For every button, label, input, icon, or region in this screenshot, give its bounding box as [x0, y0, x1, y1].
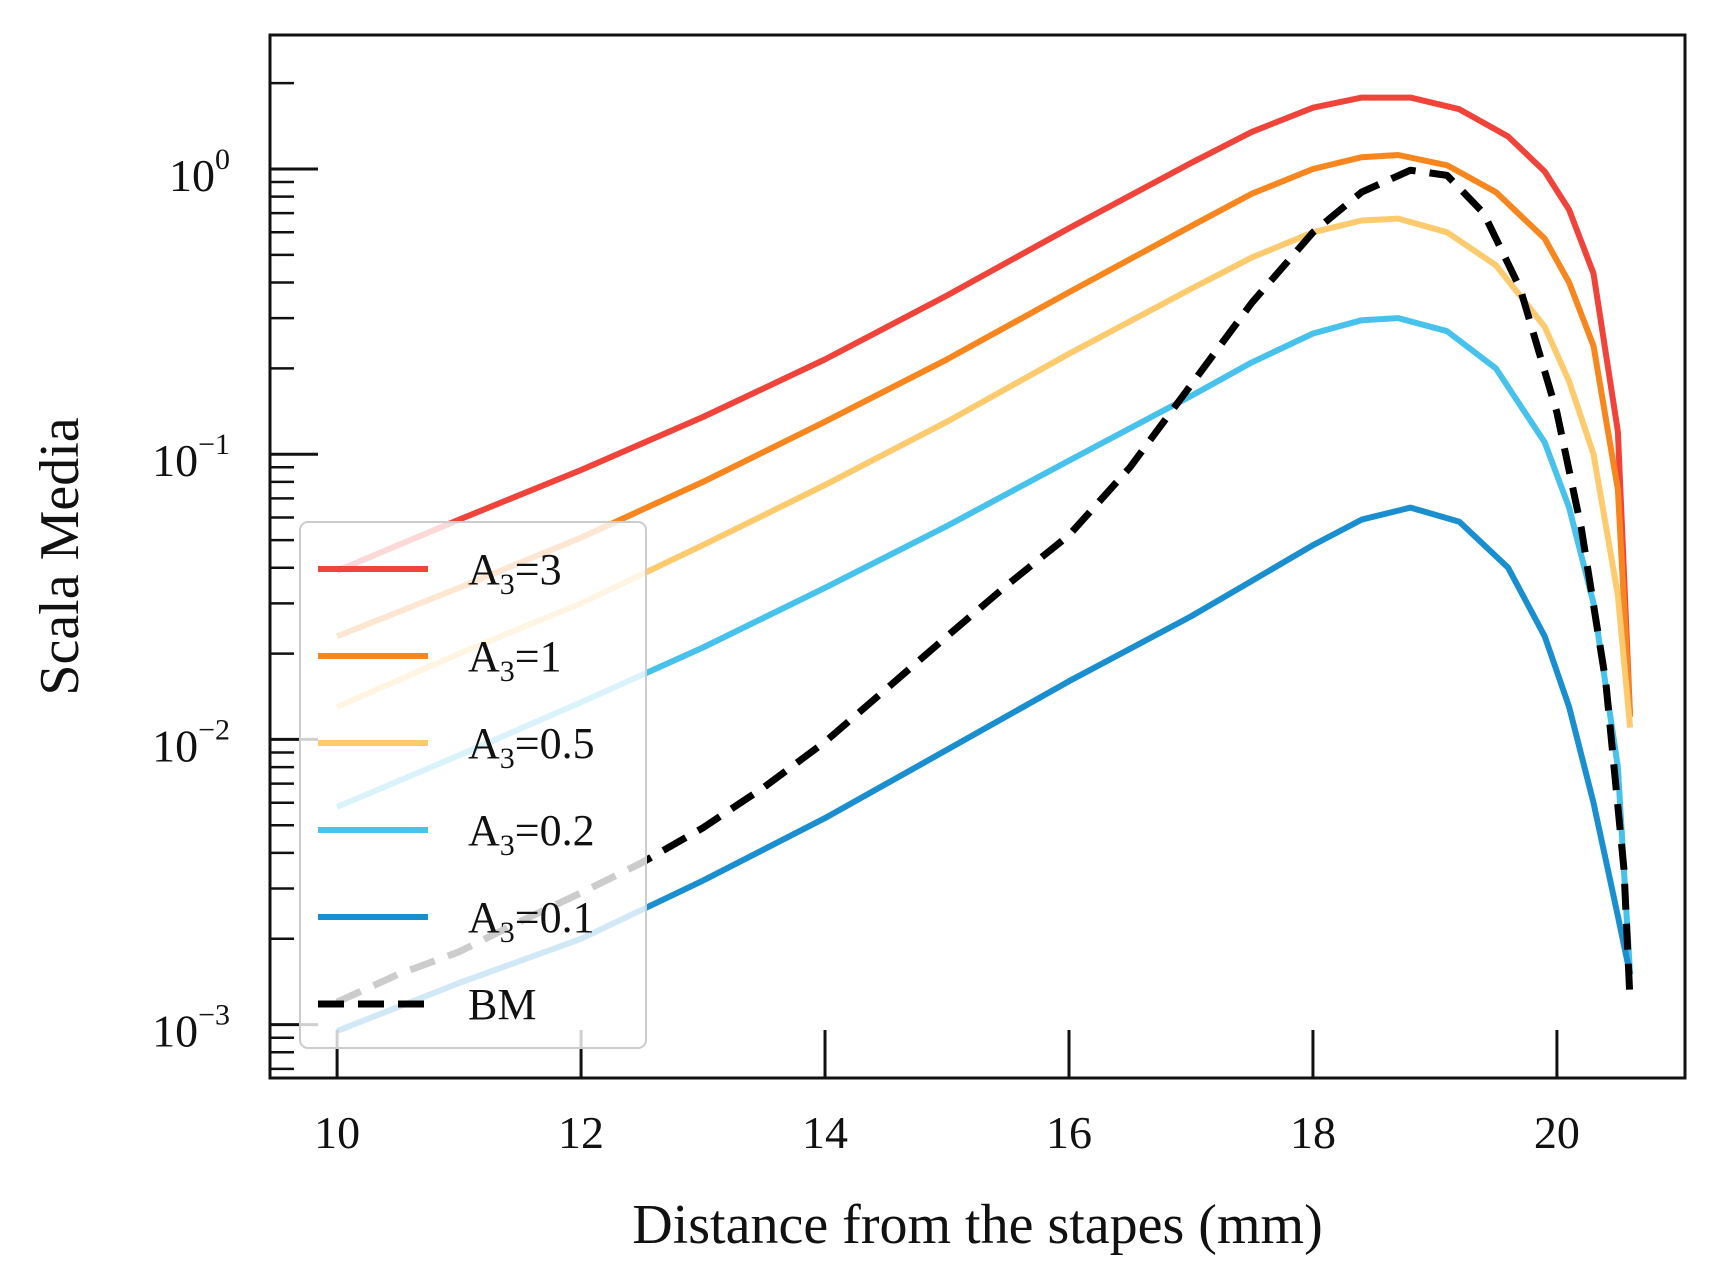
x-tick-label: 18 — [1290, 1107, 1336, 1158]
series-line-1 — [335, 94, 1634, 717]
series-line-4 — [335, 315, 1634, 975]
series-line-5 — [336, 504, 1634, 1034]
legend-label-4: A3=0.2 — [468, 806, 595, 862]
legend-label-3: A3=0.5 — [468, 719, 595, 775]
legend: A3=3 A3=1 A3=0.5 A3=0.2 A3=0.1 BM — [299, 521, 647, 1049]
x-tick-label: 12 — [558, 1107, 604, 1158]
legend-label-6: BM — [468, 980, 536, 1029]
legend-box — [299, 521, 647, 1049]
x-axis-label: Distance from the stapes (mm) — [632, 1194, 1322, 1256]
legend-label-2: A3=1 — [468, 632, 562, 688]
x-tick-label: 10 — [314, 1107, 360, 1158]
legend-label-5: A3=0.1 — [468, 893, 595, 949]
y-tick-label: 100 — [169, 143, 230, 201]
legend-label-1: A3=3 — [468, 545, 562, 601]
y-tick-label: 10−2 — [152, 713, 230, 771]
ticks-layer: 10 12 14 16 18 20 10−3 10−2 10−1 100 — [152, 81, 1580, 1158]
y-axis-label: Scala Media — [29, 417, 91, 695]
x-tick-label: 14 — [802, 1107, 848, 1158]
y-tick-label: 10−1 — [152, 428, 230, 486]
x-tick-label: 16 — [1046, 1107, 1092, 1158]
x-tick-label: 20 — [1534, 1107, 1580, 1158]
series-line-2 — [335, 152, 1634, 717]
plot-frame — [268, 33, 1687, 1080]
y-tick-label: 10−3 — [152, 999, 230, 1057]
